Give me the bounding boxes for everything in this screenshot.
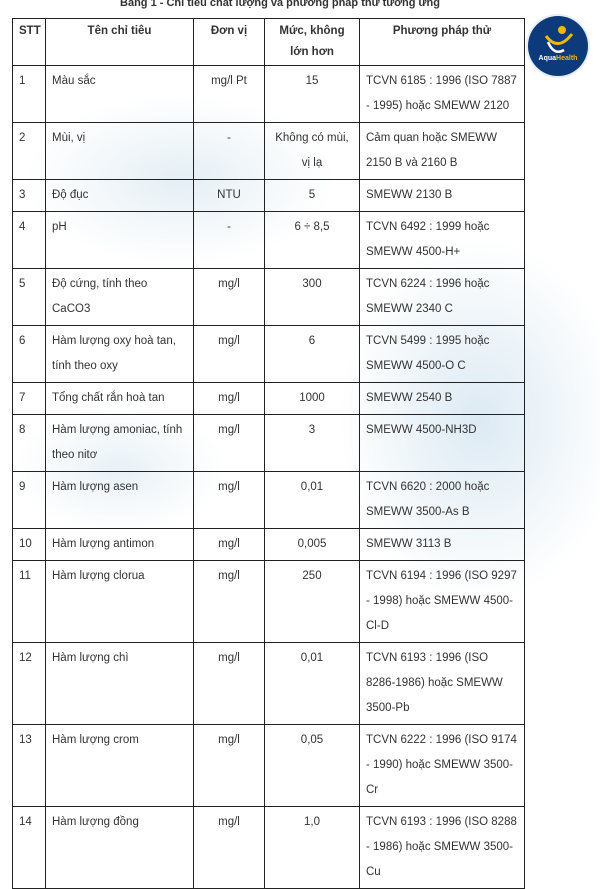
cell-unit: mg/l bbox=[193, 268, 265, 326]
cell-name: Hàm lượng asen bbox=[45, 471, 194, 529]
cell-name: Hàm lượng đồng bbox=[45, 806, 194, 889]
header-name: Tên chỉ tiêu bbox=[45, 18, 194, 66]
table-row: 5 Độ cứng, tính theo CaCO3 mg/l 300 TCVN 622… bbox=[12, 268, 525, 326]
header-stt: STT bbox=[12, 18, 46, 66]
cell-method: SMEWW 2540 B bbox=[359, 382, 525, 415]
cell-name: Hàm lượng oxy hoà tan, tính theo oxy bbox=[45, 325, 194, 383]
cell-method: SMEWW 2130 B bbox=[359, 179, 525, 212]
table-row: 2 Mùi, vị - Không có mùi, vị lạ Cảm quan hoặ… bbox=[12, 122, 525, 180]
table-row: 4 pH -6 ÷ 8,5 TCVN 6492 : 1999 hoặc SMEWW 4… bbox=[12, 211, 525, 269]
cell-method: TCVN 6222 : 1996 (ISO 9174 - 1990) hoặc … bbox=[359, 724, 525, 807]
cell-method: TCVN 6194 : 1996 (ISO 9297 - 1998) hoặc … bbox=[359, 560, 525, 643]
cell-name: pH bbox=[45, 211, 194, 269]
cell-limit: 0,01 bbox=[264, 471, 360, 529]
cell-unit: mg/l bbox=[193, 560, 265, 643]
cell-stt: 4 bbox=[12, 211, 46, 269]
header-unit: Đơn vị bbox=[193, 18, 265, 66]
cell-stt: 11 bbox=[12, 560, 46, 643]
cell-limit: 6 bbox=[264, 325, 360, 383]
table-row: 9 Hàm lượng asen mg/l 0,01 TCVN 6620 : 2000 … bbox=[12, 471, 525, 529]
table-row: 1 Màu sắc mg/l Pt 15 TCVN 6185 : 1996 (ISO 7… bbox=[12, 65, 525, 123]
table-row: 10 Hàm lượng antimon mg/l 0,005 SMEWW 3113 B bbox=[12, 528, 525, 561]
cell-unit: mg/l bbox=[193, 806, 265, 889]
cell-unit: mg/l bbox=[193, 724, 265, 807]
cell-stt: 8 bbox=[12, 414, 46, 472]
cell-limit: 250 bbox=[264, 560, 360, 643]
table-row: 11 Hàm lượng clorua mg/l 250 TCVN 6194 : 199… bbox=[12, 560, 525, 643]
cell-name: Hàm lượng antimon bbox=[45, 528, 194, 561]
cell-stt: 14 bbox=[12, 806, 46, 889]
cell-unit: NTU bbox=[193, 179, 265, 212]
table-row: 6 Hàm lượng oxy hoà tan, tính theo oxy mg/… bbox=[12, 325, 525, 383]
cell-method: TCVN 6620 : 2000 hoặc SMEWW 3500-As B bbox=[359, 471, 525, 529]
cell-stt: 10 bbox=[12, 528, 46, 561]
cell-name: Hàm lượng amoniac, tính theo nitơ bbox=[45, 414, 194, 472]
cell-name: Hàm lượng crom bbox=[45, 724, 194, 807]
cell-stt: 9 bbox=[12, 471, 46, 529]
cell-name: Màu sắc bbox=[45, 65, 194, 123]
cell-name: Độ đục bbox=[45, 179, 194, 212]
table-row: 13 Hàm lượng crom mg/l 0,05 TCVN 6222 : 1996… bbox=[12, 724, 525, 807]
cell-unit: mg/l bbox=[193, 414, 265, 472]
cell-name: Hàm lượng clorua bbox=[45, 560, 194, 643]
cell-method: SMEWW 4500-NH3D bbox=[359, 414, 525, 472]
cell-unit: mg/l bbox=[193, 471, 265, 529]
cell-limit: 0,005 bbox=[264, 528, 360, 561]
cell-unit: mg/l Pt bbox=[193, 65, 265, 123]
cell-unit: mg/l bbox=[193, 382, 265, 415]
cell-unit: - bbox=[193, 211, 265, 269]
cell-stt: 6 bbox=[12, 325, 46, 383]
cell-limit: 3 bbox=[264, 414, 360, 472]
cell-method: TCVN 6193 : 1996 (ISO 8288 - 1986) hoặc … bbox=[359, 806, 525, 889]
cell-limit: 300 bbox=[264, 268, 360, 326]
cell-stt: 5 bbox=[12, 268, 46, 326]
cell-method: TCVN 6193 : 1996 (ISO 8286-1986) hoặc SM… bbox=[359, 642, 525, 725]
table-row: 12 Hàm lượng chì mg/l 0,01 TCVN 6193 : 1996 … bbox=[12, 642, 525, 725]
cell-name: Tổng chất rắn hoà tan bbox=[45, 382, 194, 415]
cell-name: Độ cứng, tính theo CaCO3 bbox=[45, 268, 194, 326]
cell-limit: 1,0 bbox=[264, 806, 360, 889]
cell-unit: mg/l bbox=[193, 642, 265, 725]
cell-method: SMEWW 3113 B bbox=[359, 528, 525, 561]
cell-unit: mg/l bbox=[193, 325, 265, 383]
cell-unit: - bbox=[193, 122, 265, 180]
logo-figure-icon bbox=[544, 26, 574, 53]
cell-stt: 13 bbox=[12, 724, 46, 807]
cell-stt: 7 bbox=[12, 382, 46, 415]
table-row: 3 Độ đục NTU 5 SMEWW 2130 B bbox=[12, 179, 525, 212]
cell-name: Hàm lượng chì bbox=[45, 642, 194, 725]
cell-stt: 3 bbox=[12, 179, 46, 212]
cell-limit: Không có mùi, vị lạ bbox=[264, 122, 360, 180]
table-row: 8 Hàm lượng amoniac, tính theo nitơ mg/l 3 S… bbox=[12, 414, 525, 472]
cell-method: Cảm quan hoặc SMEWW 2150 B và 2160 B bbox=[359, 122, 525, 180]
cell-limit: 1000 bbox=[264, 382, 360, 415]
cell-limit: 15 bbox=[264, 65, 360, 123]
cell-stt: 12 bbox=[12, 642, 46, 725]
table-title: Bảng 1 - Chỉ tiêu chất lượng và phương p… bbox=[120, 0, 440, 9]
aquahealth-logo: AquaHealth bbox=[528, 16, 588, 76]
table-row: 14 Hàm lượng đồng mg/l 1,0 TCVN 6193 : 1996 … bbox=[12, 806, 525, 889]
header-limit: Mức, không lớn hơn bbox=[264, 18, 360, 66]
cell-limit: 0,05 bbox=[264, 724, 360, 807]
cell-method: TCVN 5499 : 1995 hoặc SMEWW 4500-O C bbox=[359, 325, 525, 383]
cell-limit: 0,01 bbox=[264, 642, 360, 725]
cell-name: Mùi, vị bbox=[45, 122, 194, 180]
cell-stt: 1 bbox=[12, 65, 46, 123]
quality-table: STT Tên chỉ tiêu Đơn vị Mức, không lớn hơn P… bbox=[12, 18, 525, 889]
table-row: 7 Tổng chất rắn hoà tan mg/l 1000 SMEWW 2540… bbox=[12, 382, 525, 415]
cell-limit: 6 ÷ 8,5 bbox=[264, 211, 360, 269]
cell-method: TCVN 6224 : 1996 hoặc SMEWW 2340 C bbox=[359, 268, 525, 326]
header-method: Phương pháp thử bbox=[359, 18, 525, 66]
cell-method: TCVN 6185 : 1996 (ISO 7887 - 1995) hoặc … bbox=[359, 65, 525, 123]
cell-stt: 2 bbox=[12, 122, 46, 180]
cell-method: TCVN 6492 : 1999 hoặc SMEWW 4500-H+ bbox=[359, 211, 525, 269]
cell-limit: 5 bbox=[264, 179, 360, 212]
cell-unit: mg/l bbox=[193, 528, 265, 561]
